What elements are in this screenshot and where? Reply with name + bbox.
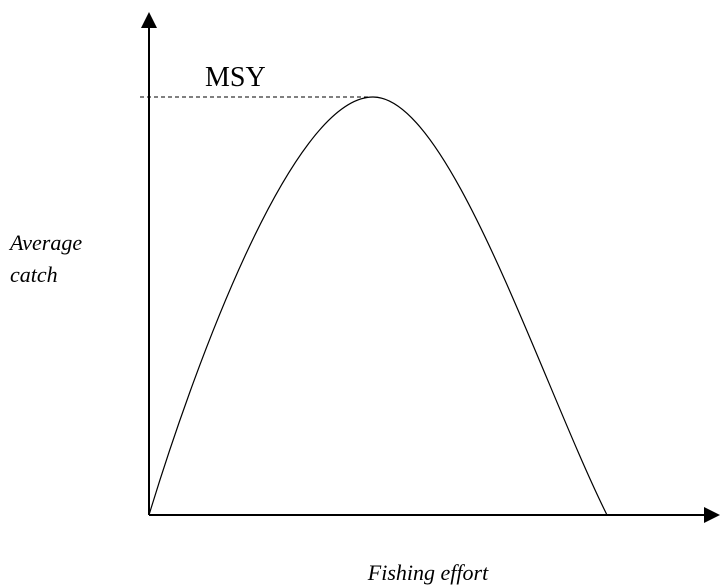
msy-label: MSY	[205, 62, 266, 93]
y-axis-label-line2: catch	[10, 262, 58, 287]
y-axis-label-line1: Average	[8, 230, 82, 255]
x-axis-arrow	[704, 507, 720, 523]
y-axis-arrow	[141, 12, 157, 28]
yield-curve	[148, 96, 608, 516]
x-axis-label: Fishing effort	[367, 560, 489, 585]
